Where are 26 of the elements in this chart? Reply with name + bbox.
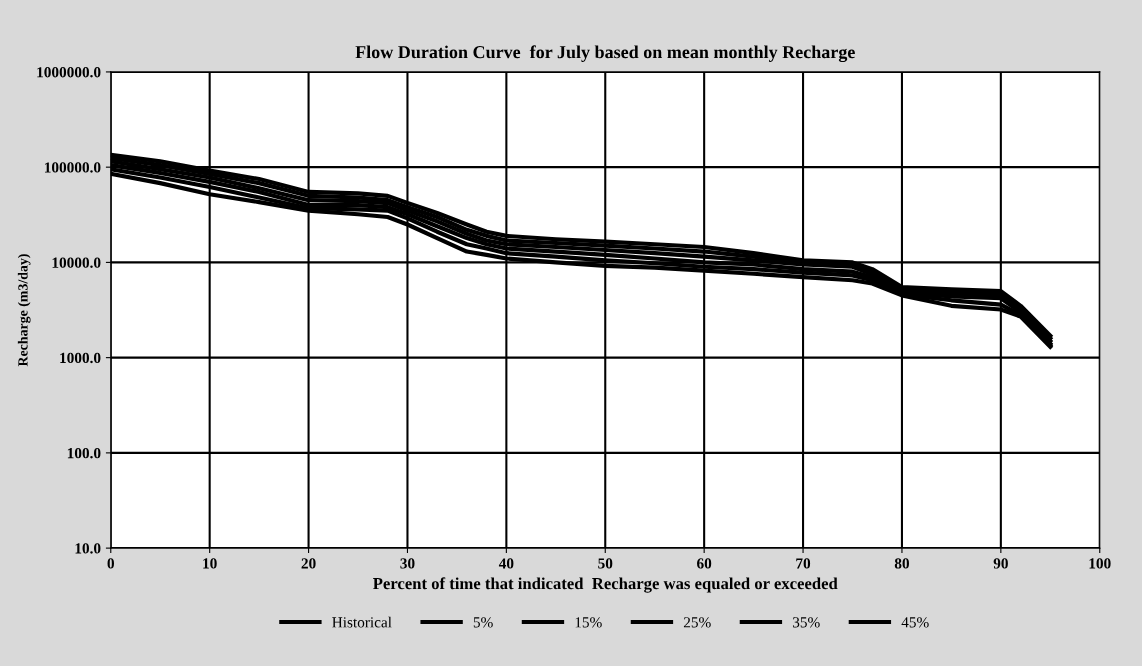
y-tick-label: 10.0: [75, 543, 101, 554]
x-tick-label: 40: [498, 558, 514, 569]
y-tick-label: 1000000.0: [37, 67, 101, 78]
legend-label: 5%: [473, 617, 493, 628]
legend-label: 35%: [792, 617, 820, 628]
x-tick-label: 0: [107, 558, 115, 569]
x-tick-label: 90: [993, 558, 1008, 569]
x-tick-label: 10: [203, 558, 217, 569]
legend-label: 15%: [575, 617, 602, 628]
x-tick-label: 100: [1089, 558, 1111, 569]
legend-label: 25%: [683, 617, 711, 628]
y-tick-label: 1000.0: [60, 352, 101, 364]
legend-label: 45%: [901, 617, 929, 628]
y-tick-label: 100.0: [67, 448, 101, 459]
x-tick-label: 50: [598, 558, 613, 569]
chart-title: Flow Duration Curve for July based on mean monthly Recharge: [355, 45, 855, 63]
legend-label: Historical: [332, 616, 392, 628]
x-tick-label: 70: [796, 558, 811, 569]
x-tick-label: 30: [400, 558, 415, 569]
x-tick-label: 60: [697, 558, 712, 569]
y-tick-label: 10000.0: [52, 257, 101, 268]
y-tick-label: 100000.0: [44, 162, 101, 173]
y-axis-title: Recharge (m3/day): [17, 254, 31, 367]
x-axis-title: Percent of time that indicated Recharge was equaled or exceeded: [373, 577, 838, 593]
x-tick-label: 80: [894, 558, 910, 569]
x-tick-label: 20: [301, 558, 316, 569]
